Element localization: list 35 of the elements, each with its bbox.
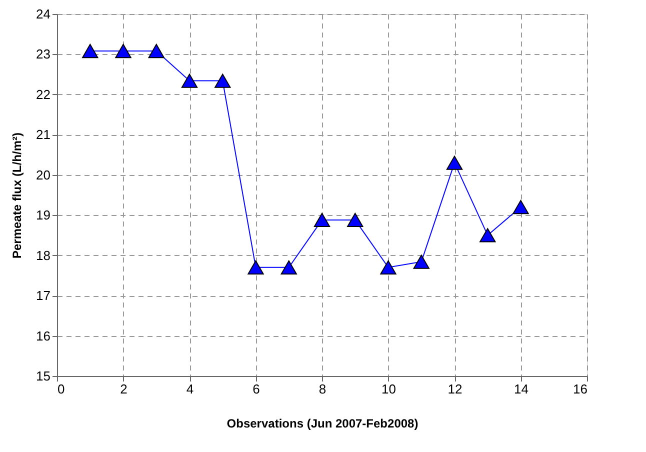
point [181,74,198,88]
point [480,228,496,242]
y-tick-label: 23 [36,46,50,62]
point [214,74,231,88]
point [82,44,98,58]
point [248,260,264,274]
x-tick-label: 2 [120,382,128,396]
y-axis-title: Permeate flux (L/h/m²) [10,132,24,259]
point [115,44,132,58]
y-tick-label: 15 [36,368,50,384]
y-tick-label: 24 [36,6,50,22]
y-tick-label: 17 [36,288,50,304]
y-tick-label: 21 [36,127,50,142]
point [512,200,529,214]
x-tick-label: 4 [186,382,194,396]
point [148,44,164,58]
point [413,254,430,269]
x-tick-label: 6 [252,382,260,396]
x-tick-label: 8 [318,382,326,396]
x-tick-label: 14 [514,382,528,396]
x-tick-label: 0 [58,382,65,396]
y-tick-label: 18 [36,248,50,263]
x-tick-label: 10 [382,382,396,396]
point [380,260,396,274]
y-tick-label: 19 [36,208,50,223]
point [347,212,364,228]
y-tick-label: 16 [36,328,50,344]
y-tick-label: 20 [36,167,50,182]
x-axis-title: Observations (Jun 2007-Feb2008) [226,416,418,430]
point [314,212,330,228]
point [280,260,297,274]
x-tick-label: 16 [573,382,588,396]
y-tick-label: 22 [36,86,50,102]
point [446,156,463,170]
x-tick-label: 12 [448,382,462,396]
